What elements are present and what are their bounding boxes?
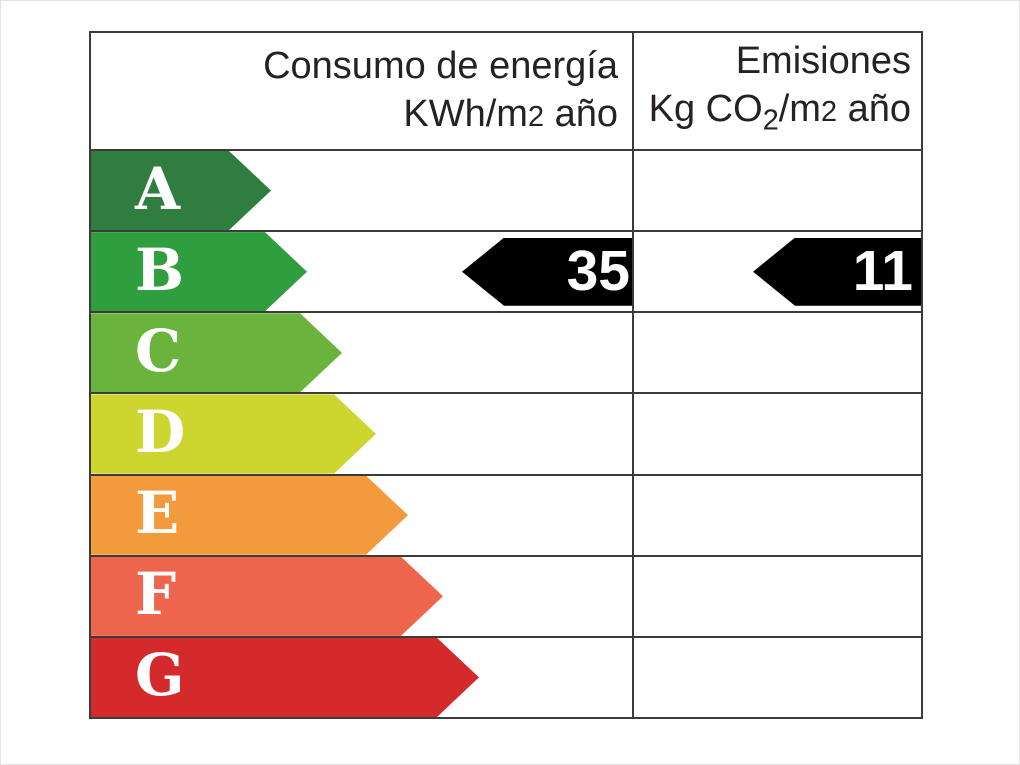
- rating-arrow: B: [91, 232, 307, 311]
- rating-row: A: [91, 151, 921, 233]
- rating-arrow: A: [91, 151, 271, 230]
- emissions-title: Emisiones: [735, 40, 911, 83]
- emissions-cell: [634, 638, 921, 717]
- rating-rows: A B 35 11 C: [91, 151, 921, 717]
- rating-arrow: D: [91, 394, 376, 473]
- consumption-cell: F: [91, 556, 634, 636]
- rating-letter: G: [135, 641, 185, 710]
- rating-letter: E: [135, 479, 180, 548]
- rating-arrow: F: [91, 557, 443, 636]
- consumption-unit: KWh/m2 año: [403, 92, 618, 135]
- rating-letter: C: [135, 316, 182, 385]
- consumption-cell: B 35: [91, 232, 634, 312]
- rating-letter: D: [135, 397, 186, 466]
- consumption-cell: D: [91, 394, 634, 474]
- subscript-2: 2: [762, 104, 779, 137]
- rating-row: F: [91, 556, 921, 638]
- rating-letter: F: [135, 560, 177, 629]
- emissions-unit: Kg CO2/m2 año: [648, 88, 911, 137]
- rating-table: Consumo de energía KWh/m2 año Emisiones …: [89, 31, 923, 719]
- emissions-value: 11: [852, 239, 913, 304]
- rating-row: B 35 11: [91, 232, 921, 314]
- consumption-cell: E: [91, 475, 634, 555]
- consumption-header-cell: Consumo de energía KWh/m2 año: [91, 33, 634, 149]
- consumption-value-arrow: 35: [462, 237, 632, 306]
- rating-row: D: [91, 394, 921, 476]
- emissions-cell: [634, 151, 921, 230]
- rating-letter: B: [135, 235, 185, 304]
- consumption-value: 35: [566, 239, 630, 304]
- emissions-header-cell: Emisiones Kg CO2/m2 año: [634, 33, 921, 149]
- table-header: Consumo de energía KWh/m2 año Emisiones …: [91, 33, 921, 151]
- consumption-cell: C: [91, 313, 634, 393]
- rating-row: E: [91, 475, 921, 557]
- consumption-cell: G: [91, 637, 634, 717]
- rating-row: C: [91, 313, 921, 395]
- emissions-value-arrow: 11: [753, 237, 921, 306]
- rating-letter: A: [135, 154, 181, 223]
- rating-arrow: E: [91, 476, 408, 555]
- emissions-cell: [634, 557, 921, 636]
- emissions-cell: 11: [634, 232, 921, 311]
- rating-row: G: [91, 637, 921, 717]
- emissions-cell: [634, 394, 921, 473]
- consumption-cell: A: [91, 151, 634, 231]
- superscript-2: 2: [527, 100, 545, 133]
- emissions-cell: [634, 313, 921, 392]
- emissions-cell: [634, 476, 921, 555]
- superscript-2: 2: [820, 96, 838, 129]
- consumption-title: Consumo de energía: [263, 44, 618, 87]
- rating-arrow: G: [91, 638, 479, 717]
- rating-arrow: C: [91, 313, 342, 392]
